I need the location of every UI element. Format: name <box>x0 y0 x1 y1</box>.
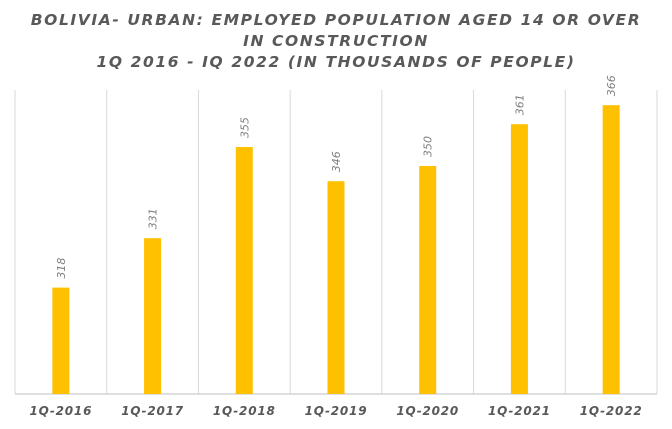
bar-1Q-2021 <box>510 124 528 394</box>
data-label: 346 <box>330 151 343 172</box>
bar-1Q-2019 <box>327 181 345 394</box>
data-label: 331 <box>147 208 160 229</box>
data-label: 355 <box>238 117 251 138</box>
data-label: 361 <box>513 94 526 115</box>
x-tick-label: 1Q-2021 <box>488 404 551 418</box>
bar-1Q-2018 <box>235 147 253 394</box>
x-tick-label: 1Q-2016 <box>29 404 92 418</box>
data-label: 350 <box>422 136 435 157</box>
x-tick-label: 1Q-2018 <box>213 404 276 418</box>
x-tick-label: 1Q-2020 <box>396 404 459 418</box>
x-tick-label: 1Q-2022 <box>580 404 643 418</box>
data-label: 318 <box>55 258 68 279</box>
x-tick-label: 1Q-2019 <box>305 404 368 418</box>
x-tick-label: 1Q-2017 <box>121 404 184 418</box>
bar-1Q-2016 <box>52 287 70 394</box>
bar-1Q-2022 <box>602 105 620 394</box>
bar-1Q-2020 <box>419 166 437 394</box>
chart-title-line-2: IN CONSTRUCTION <box>243 32 429 50</box>
bar-1Q-2017 <box>144 238 162 394</box>
chart-title: BOLIVIA- URBAN: EMPLOYED POPULATION AGED… <box>0 10 672 73</box>
chart-title-line-1: BOLIVIA- URBAN: EMPLOYED POPULATION AGED… <box>30 11 642 29</box>
data-label: 366 <box>605 75 618 96</box>
chart-title-line-3: 1Q 2016 - IQ 2022 (IN THOUSANDS OF PEOPL… <box>96 53 576 71</box>
